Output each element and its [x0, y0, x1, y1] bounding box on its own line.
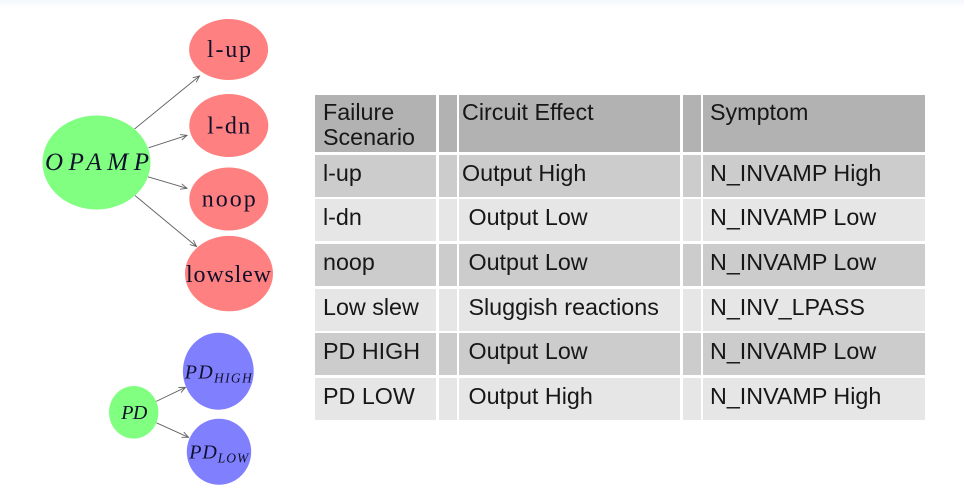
svg-text:l-dn: l-dn: [207, 114, 250, 140]
svg-text:OPAMP: OPAMP: [45, 149, 149, 176]
svg-text:PD: PD: [120, 402, 148, 424]
svg-text:lowslew: lowslew: [186, 262, 272, 288]
svg-text:l-up: l-up: [207, 37, 251, 63]
